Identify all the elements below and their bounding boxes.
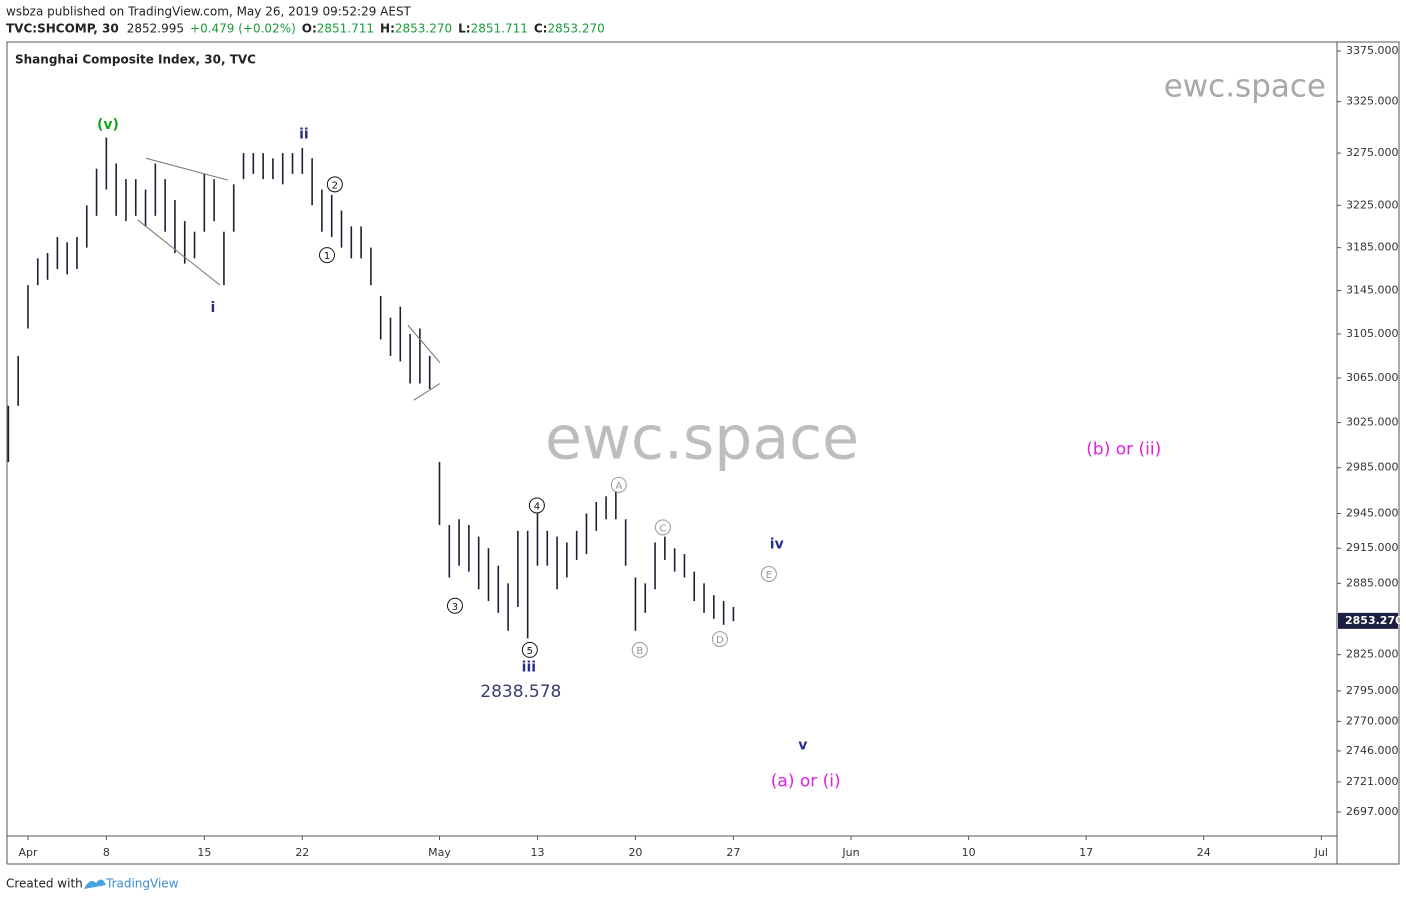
wave-label: D bbox=[716, 635, 724, 646]
footer-text: Created with bbox=[6, 877, 83, 891]
trend-line bbox=[407, 324, 441, 363]
y-tick-label: 3225.000 bbox=[1346, 198, 1399, 211]
x-tick-label: 20 bbox=[628, 846, 642, 859]
published-line: wsbza published on TradingView.com, May … bbox=[6, 5, 412, 19]
ohlc-key: L: bbox=[458, 22, 470, 36]
wave-circle bbox=[760, 565, 777, 582]
x-tick-label: 15 bbox=[197, 846, 211, 859]
wave-label: iii bbox=[522, 660, 536, 676]
wave-label: v bbox=[798, 738, 807, 754]
wave-label: (a) or (i) bbox=[771, 772, 841, 792]
ohlc-key: C: bbox=[534, 22, 548, 36]
ohlc-key: H: bbox=[380, 22, 395, 36]
wave-label: C bbox=[659, 523, 666, 534]
wave-circle bbox=[446, 597, 463, 614]
x-tick-label: 22 bbox=[295, 846, 309, 859]
last-price-tag bbox=[1338, 612, 1398, 629]
y-tick-label: 3325.000 bbox=[1346, 95, 1399, 108]
y-tick-label: 3145.000 bbox=[1346, 284, 1399, 297]
wave-circle bbox=[631, 641, 648, 658]
wave-label: 5 bbox=[527, 646, 533, 657]
y-tick-label: 3025.000 bbox=[1346, 416, 1399, 429]
trend-line bbox=[145, 157, 228, 181]
wave-label: 4 bbox=[534, 501, 540, 512]
y-tick-label: 3375.000 bbox=[1346, 44, 1399, 57]
wave-label: B bbox=[636, 646, 643, 657]
x-tick-label: Jul bbox=[1314, 846, 1328, 859]
wave-circle bbox=[610, 476, 627, 493]
watermark: ewc.space bbox=[545, 404, 859, 474]
x-tick-label: May bbox=[428, 846, 451, 859]
ohlc-value: 2851.711 bbox=[317, 22, 374, 36]
y-tick-label: 3105.000 bbox=[1346, 327, 1399, 340]
price-axis-frame bbox=[1336, 41, 1400, 865]
footer-logo bbox=[84, 879, 106, 889]
wave-label: 2838.578 bbox=[480, 682, 561, 702]
footer-brand[interactable]: TradingView bbox=[105, 877, 179, 891]
wave-label: i bbox=[211, 300, 216, 316]
watermark: ewc.space bbox=[1164, 69, 1326, 105]
symbol: TVC:SHCOMP, 30 bbox=[6, 22, 119, 36]
ohlc-value: 2853.270 bbox=[395, 22, 452, 36]
y-tick-label: 3275.000 bbox=[1346, 146, 1399, 159]
y-tick-label: 2915.000 bbox=[1346, 541, 1399, 554]
symbol-header: TVC:SHCOMP, 30 2852.995 +0.479 (+0.02%) O:… bbox=[6, 22, 605, 36]
wave-label: E bbox=[766, 570, 772, 581]
x-tick-label: 17 bbox=[1079, 846, 1093, 859]
ohlc-value: 2853.270 bbox=[547, 22, 604, 36]
wave-circle bbox=[528, 497, 545, 514]
y-tick-label: 2885.000 bbox=[1346, 576, 1399, 589]
y-tick-label: 3185.000 bbox=[1346, 241, 1399, 254]
wave-circle bbox=[654, 519, 671, 536]
ohlc-value: 2851.711 bbox=[471, 22, 528, 36]
last-price-label: 2853.270 bbox=[1345, 614, 1403, 627]
x-tick-label: Apr bbox=[18, 846, 38, 859]
wave-label: ii bbox=[299, 126, 309, 142]
wave-label: (b) or (ii) bbox=[1086, 439, 1161, 459]
wave-label: 2 bbox=[332, 180, 338, 191]
x-tick-label: Jun bbox=[841, 846, 859, 859]
y-tick-label: 2985.000 bbox=[1346, 461, 1399, 474]
chart-title: Shanghai Composite Index, 30, TVC bbox=[15, 53, 256, 67]
y-tick-label: 2945.000 bbox=[1346, 507, 1399, 520]
wave-circle bbox=[326, 176, 343, 193]
y-tick-label: 2795.000 bbox=[1346, 684, 1399, 697]
y-tick-label: 2770.000 bbox=[1346, 714, 1399, 727]
x-tick-label: 8 bbox=[103, 846, 110, 859]
last-price: 2852.995 bbox=[127, 22, 184, 36]
x-tick-label: 27 bbox=[726, 846, 740, 859]
x-tick-label: 13 bbox=[530, 846, 544, 859]
y-tick-label: 2825.000 bbox=[1346, 648, 1399, 661]
wave-label: A bbox=[615, 481, 622, 492]
x-tick-label: 10 bbox=[962, 846, 976, 859]
wave-label: 1 bbox=[324, 251, 330, 262]
wave-circle bbox=[319, 247, 336, 264]
trend-line bbox=[413, 383, 441, 401]
wave-label: iv bbox=[770, 537, 784, 553]
y-tick-label: 2721.000 bbox=[1346, 775, 1399, 788]
wave-circle bbox=[521, 641, 538, 658]
y-tick-label: 2697.000 bbox=[1346, 805, 1399, 818]
y-tick-label: 2746.000 bbox=[1346, 744, 1399, 757]
x-tick-label: 24 bbox=[1197, 846, 1211, 859]
ohlc-key: O: bbox=[302, 22, 317, 36]
wave-label: (v) bbox=[97, 117, 119, 133]
y-tick-label: 3065.000 bbox=[1346, 371, 1399, 384]
wave-label: 3 bbox=[452, 602, 458, 613]
change: +0.479 (+0.02%) bbox=[190, 22, 296, 36]
trend-line bbox=[137, 219, 221, 286]
wave-circle bbox=[711, 631, 728, 648]
